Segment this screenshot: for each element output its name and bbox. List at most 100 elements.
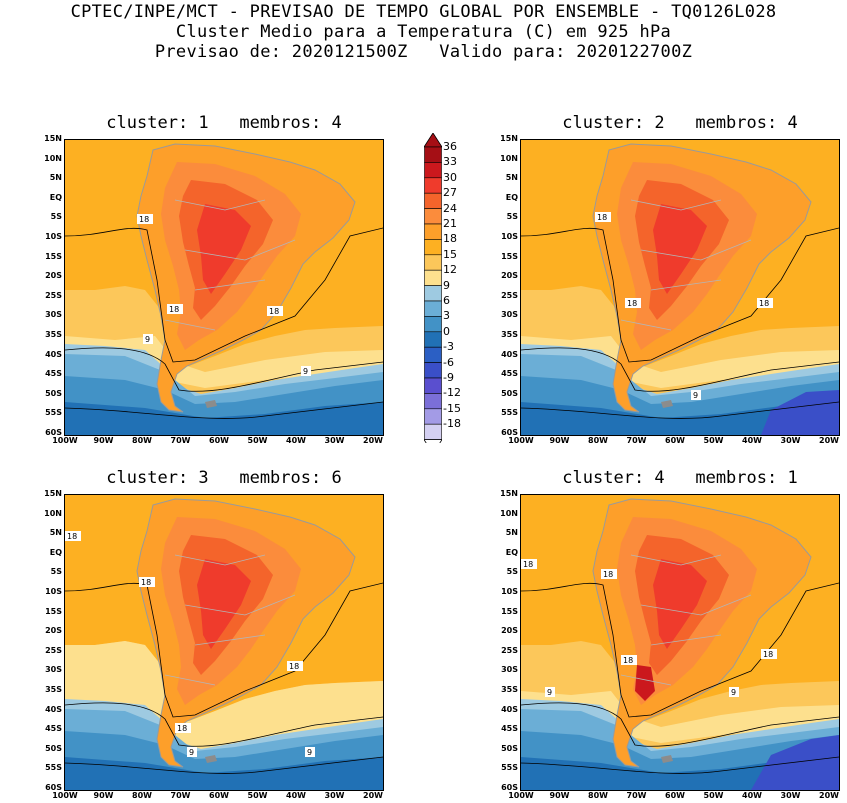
latitude-label: EQ xyxy=(505,547,518,557)
longitude-label: 90W xyxy=(93,436,114,445)
contour-label: 18 xyxy=(621,655,637,665)
latitude-label: 10S xyxy=(501,587,518,596)
latitude-label: 35S xyxy=(501,685,518,694)
longitude-label: 80W xyxy=(132,791,152,800)
island xyxy=(205,400,217,408)
longitude-label: 80W xyxy=(588,791,608,800)
svg-text:18: 18 xyxy=(763,650,773,659)
svg-text:18: 18 xyxy=(597,213,607,222)
contour-18 xyxy=(521,582,839,718)
svg-text:9: 9 xyxy=(189,748,194,757)
latitude-label: 10N xyxy=(44,153,62,163)
latitude-label: EQ xyxy=(49,547,62,557)
colorbar-segment xyxy=(424,423,442,440)
colorbar-segment xyxy=(424,316,442,333)
contour-0 xyxy=(65,401,383,419)
band-12-15 xyxy=(65,641,383,753)
contour-label: 9 xyxy=(301,366,311,376)
longitude-label: 50W xyxy=(247,791,268,800)
colorbar-segment xyxy=(424,269,442,286)
contour-label: 9 xyxy=(729,687,739,697)
longitude-label: 20W xyxy=(363,436,383,445)
latitude-label: 30S xyxy=(501,665,518,675)
latitude-label: 15S xyxy=(501,606,518,616)
svg-text:18: 18 xyxy=(627,299,637,308)
svg-text:18: 18 xyxy=(289,662,299,671)
longitude-label: 50W xyxy=(247,436,268,445)
contour-0 xyxy=(65,756,383,774)
colorbar-tick-label: 9 xyxy=(443,278,450,292)
svg-text:18: 18 xyxy=(139,215,149,224)
latitude-label: 60S xyxy=(45,783,62,792)
temperature-field: 18 18 18 9 xyxy=(521,140,839,435)
longitude-label: 80W xyxy=(588,436,608,445)
longitude-label: 70W xyxy=(170,436,191,445)
longitude-label: 100W xyxy=(508,791,534,800)
map-panel-cluster-3: 18 18 18 18 9 9 xyxy=(64,494,384,791)
latitude-label: 40S xyxy=(45,704,62,714)
latitude-label: 15S xyxy=(45,251,62,261)
latitude-label: 5N xyxy=(505,173,518,183)
contour-18 xyxy=(65,227,383,363)
latitude-label: 15N xyxy=(44,489,62,498)
latitude-label: 15N xyxy=(500,489,518,498)
colorbar-tick-label: 33 xyxy=(443,155,457,169)
subtitle-variable: Cluster Medio para a Temperatura (C) em … xyxy=(175,22,672,42)
svg-text:18: 18 xyxy=(523,560,533,569)
latitude-label: 30S xyxy=(501,310,518,320)
latitude-label: 45S xyxy=(501,724,518,734)
contour-label: 18 xyxy=(625,298,641,308)
latitude-label: 10N xyxy=(500,508,518,518)
latitude-label: 5N xyxy=(49,528,62,538)
svg-text:9: 9 xyxy=(731,688,736,697)
land-hot-30 xyxy=(197,204,251,294)
contour-label: 9 xyxy=(305,747,315,757)
contour-9 xyxy=(521,347,839,392)
panel-4-title: cluster: 4 membros: 1 xyxy=(562,468,798,488)
latitude-label: 60S xyxy=(45,428,62,437)
svg-text:18: 18 xyxy=(141,578,151,587)
contour-label: 18 xyxy=(521,559,537,569)
latitude-label: 45S xyxy=(501,369,518,379)
colorbar-tick-label: -15 xyxy=(443,401,461,415)
contour-label: 18 xyxy=(137,214,153,224)
latitude-label: 25S xyxy=(45,645,62,655)
latitude-label: 5N xyxy=(505,528,518,538)
latitude-label: 40S xyxy=(501,704,518,714)
contour-label: 18 xyxy=(757,298,773,308)
latitude-label: 25S xyxy=(45,290,62,300)
longitude-label: 40W xyxy=(286,436,306,445)
colorbar xyxy=(424,133,442,443)
latitude-label: 10S xyxy=(45,587,62,596)
contour-label: 9 xyxy=(545,687,555,697)
subtitle-dates: Previsao de: 2020121500Z Valido para: 20… xyxy=(154,42,693,62)
island xyxy=(661,400,673,408)
colorbar-tick-label: 18 xyxy=(443,232,457,246)
contour-9 xyxy=(65,347,383,392)
latitude-label: 35S xyxy=(501,330,518,339)
latitude-label: 50S xyxy=(45,743,62,753)
colorbar-tick-label: 0 xyxy=(443,324,450,338)
longitude-label: 60W xyxy=(209,791,229,800)
map-panel-cluster-4: 18 18 18 18 9 9 xyxy=(520,494,840,791)
colorbar-tick-label: 21 xyxy=(443,217,457,230)
temperature-field: 18 18 18 18 9 9 xyxy=(65,495,383,790)
colorbar-tick-label: -18 xyxy=(443,417,461,431)
contour-label: 18 xyxy=(175,723,191,733)
latitude-label: 50S xyxy=(501,388,518,398)
contour-9 xyxy=(65,702,383,747)
land-hot-33 xyxy=(635,665,655,701)
main-title: CPTEC/INPE/MCT - PREVISAO DE TEMPO GLOBA… xyxy=(70,2,777,22)
land-hot-30 xyxy=(197,559,251,649)
latitude-label: 20S xyxy=(501,271,518,281)
latitude-label: 25S xyxy=(501,645,518,655)
island xyxy=(661,755,673,763)
colorbar-tick-label: 27 xyxy=(443,186,457,200)
latitude-label: 60S xyxy=(501,783,518,792)
map-panel-cluster-1: 18 18 18 9 9 xyxy=(64,139,384,436)
longitude-label: 40W xyxy=(742,791,762,800)
latitude-label: 40S xyxy=(45,349,62,359)
longitude-label: 50W xyxy=(703,791,724,800)
latitude-label: 10S xyxy=(501,232,518,241)
svg-text:9: 9 xyxy=(547,688,552,697)
